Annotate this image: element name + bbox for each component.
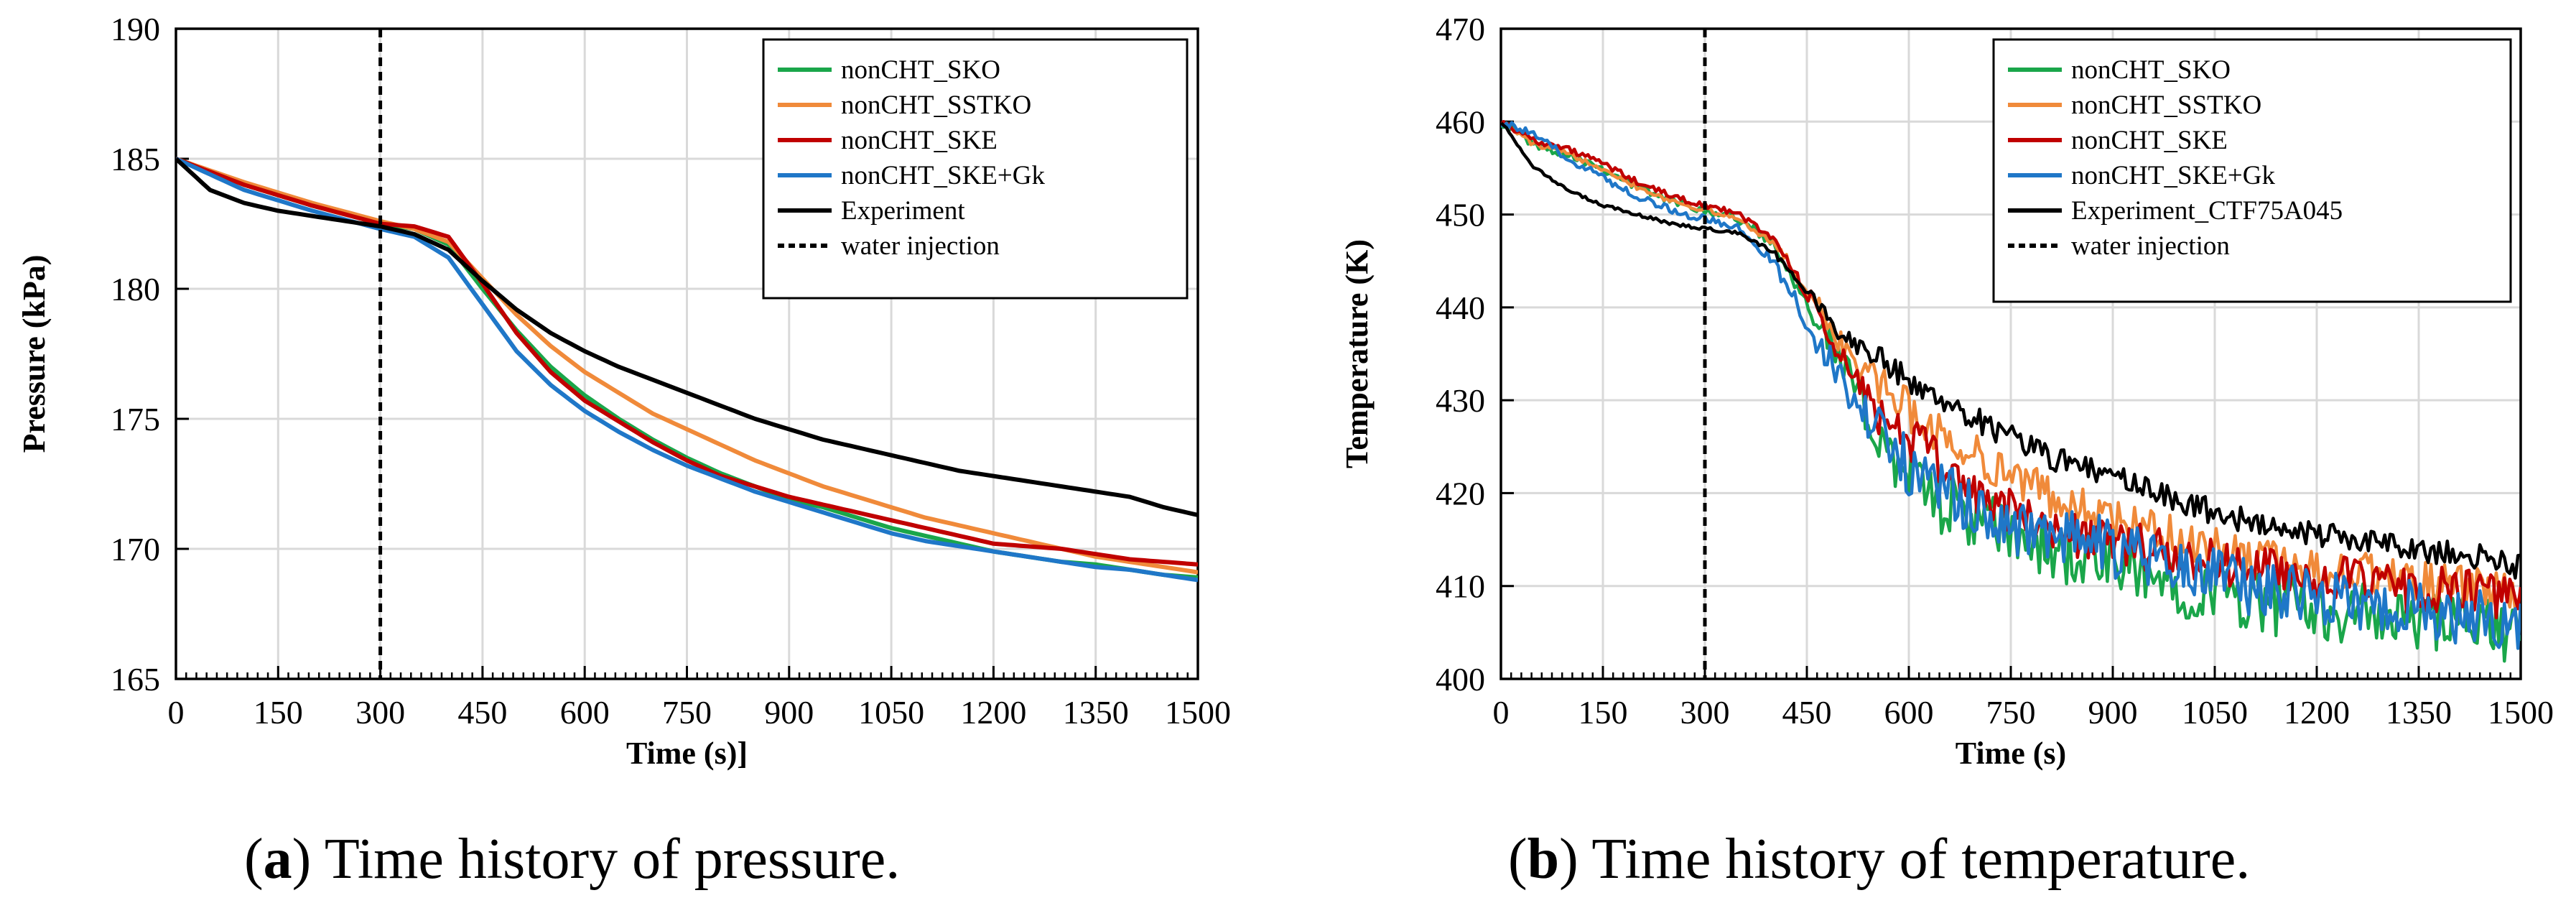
chart-b: 0 150 300 450 600 750 900 1050 1200 1350 1500 400 41…	[1339, 11, 2554, 891]
chart-a: 0 150 300 450 600 750 900 1050 1200 1350 1500 165 17…	[17, 11, 1231, 891]
x-tick-label: 1350	[2386, 694, 2452, 731]
y-tick-label: 170	[111, 531, 160, 568]
x-tick-label: 150	[254, 694, 303, 731]
caption: (b) Time history of temperature.	[1508, 828, 2250, 891]
series-line-noncht-ske-gk	[1501, 121, 2521, 650]
y-axis-label: Temperature (K)	[1339, 239, 1375, 468]
legend-box	[762, 38, 1189, 300]
y-tick-label: 165	[111, 661, 160, 698]
legend-label: nonCHT_SKE	[2071, 126, 2228, 155]
x-axis-label: Time (s)	[1956, 736, 2066, 771]
plot-area	[1499, 27, 2522, 680]
y-tick-label: 400	[1436, 661, 1485, 698]
x-tick-label: 600	[1884, 694, 1934, 731]
plot-area	[175, 27, 1199, 680]
y-tick-label: 190	[111, 11, 160, 47]
x-tick-label: 750	[662, 694, 712, 731]
y-tick-label: 410	[1436, 568, 1485, 605]
y-tick-label: 185	[111, 141, 160, 177]
x-tick-label: 300	[355, 694, 405, 731]
y-axis-label: Pressure (kPa)	[17, 255, 52, 453]
legend: nonCHT_SKO nonCHT_SSTKO nonCHT_SKE nonCHT_S…	[1992, 38, 2512, 303]
y-tick-label: 430	[1436, 382, 1485, 419]
x-tick-label: 1050	[858, 694, 924, 731]
legend-box	[1992, 38, 2512, 303]
series-line-noncht-ske	[1501, 119, 2521, 620]
series-line-noncht-sstko	[176, 157, 1198, 575]
caption-letter: a	[264, 828, 292, 891]
y-tick-label: 180	[111, 271, 160, 307]
series-line-experiment-ctf75a045	[1501, 121, 2521, 580]
legend-label: nonCHT_SKE+Gk	[841, 161, 1045, 190]
x-tick-label: 0	[1493, 694, 1510, 731]
x-tick-label: 450	[1782, 694, 1832, 731]
x-tick-label: 1200	[2284, 694, 2350, 731]
y-tick-label: 450	[1436, 197, 1485, 233]
y-tick-label: 470	[1436, 11, 1485, 47]
series-line-noncht-ske	[176, 157, 1198, 567]
legend-label: nonCHT_SSTKO	[2071, 91, 2261, 120]
legend: nonCHT_SKO nonCHT_SSTKO nonCHT_SKE nonCHT_S…	[762, 38, 1189, 300]
legend-label: nonCHT_SKE	[841, 126, 998, 155]
legend-label: water injection	[841, 231, 1000, 261]
x-axis-label: Time (s)]	[626, 736, 748, 771]
x-tick-label: 900	[764, 694, 814, 731]
caption: (a) Time history of pressure.	[244, 828, 900, 891]
x-tick-label: 150	[1578, 694, 1628, 731]
x-tick-label: 1500	[2488, 694, 2554, 731]
caption-letter: b	[1528, 828, 1560, 891]
y-tick-label: 440	[1436, 290, 1485, 326]
x-tick-label: 1200	[960, 694, 1026, 731]
x-tick-label: 750	[1986, 694, 2036, 731]
x-tick-label: 0	[168, 694, 185, 731]
legend-label: nonCHT_SKO	[2071, 55, 2231, 85]
legend-label: nonCHT_SKE+Gk	[2071, 161, 2275, 190]
legend-label: nonCHT_SKO	[841, 55, 1000, 85]
legend-label: Experiment_CTF75A045	[2071, 196, 2343, 226]
x-tick-label: 1050	[2182, 694, 2248, 731]
legend-label: Experiment	[841, 196, 965, 226]
caption-open: (	[1508, 828, 1528, 891]
x-tick-label: 600	[560, 694, 610, 731]
y-tick-label: 175	[111, 401, 160, 438]
y-tick-label: 460	[1436, 103, 1485, 140]
caption-open: (	[244, 828, 264, 891]
x-tick-label: 900	[2088, 694, 2138, 731]
x-tick-label: 300	[1680, 694, 1730, 731]
y-tick-label: 420	[1436, 475, 1485, 512]
x-tick-label: 1350	[1063, 694, 1129, 731]
caption-text: ) Time history of temperature.	[1559, 828, 2250, 891]
caption-text: ) Time history of pressure.	[292, 828, 901, 891]
legend-label: nonCHT_SSTKO	[841, 91, 1031, 120]
x-tick-label: 450	[457, 694, 507, 731]
x-tick-label: 1500	[1165, 694, 1231, 731]
legend-label: water injection	[2071, 231, 2230, 261]
series-line-experiment	[176, 157, 1198, 517]
